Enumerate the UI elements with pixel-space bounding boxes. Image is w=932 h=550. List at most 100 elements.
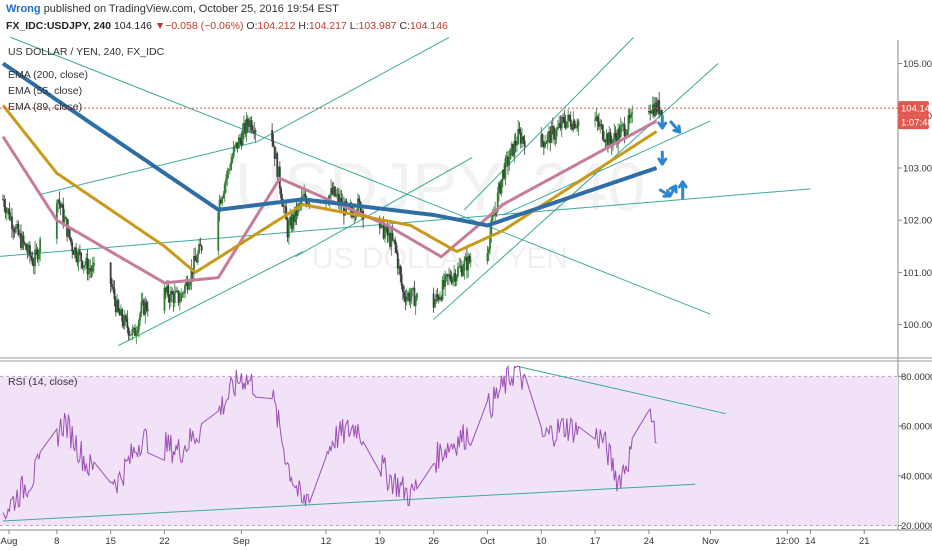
candle-body — [16, 223, 18, 227]
price-axis[interactable]: 105.000104.000103.000102.000101.000100.0… — [898, 59, 932, 532]
candle-body — [603, 139, 605, 142]
candle-body — [513, 140, 516, 157]
candle-body — [17, 223, 20, 236]
rsi-trendline-resistance — [518, 365, 726, 415]
candle-body — [271, 129, 274, 142]
candle-body — [396, 252, 399, 269]
trendline-inner — [502, 120, 711, 216]
candle-body — [90, 269, 93, 272]
legend-title[interactable]: US DOLLAR / YEN, 240, FX_IDC — [8, 46, 165, 58]
legend-ema-200[interactable]: EMA (200, close) — [8, 69, 88, 81]
close-label: C: — [399, 20, 410, 32]
candle-body — [30, 255, 33, 259]
candle-body — [187, 286, 190, 290]
candle-body — [182, 292, 185, 294]
candle-body — [416, 293, 418, 299]
rsi-tick-label-1: 60.0000 — [901, 422, 932, 433]
candle-body — [167, 285, 170, 298]
candle-body — [228, 169, 231, 171]
author-link[interactable]: Wrong — [6, 3, 41, 15]
candle-body — [166, 285, 168, 293]
candle-body — [466, 257, 468, 271]
candle-body — [545, 142, 548, 144]
candle-body — [630, 113, 632, 119]
annotation-arrows[interactable] — [657, 114, 688, 200]
candle-body — [410, 288, 413, 297]
candle-body — [287, 223, 290, 238]
last-price-tag-bg — [898, 101, 929, 116]
candle-body — [184, 285, 186, 293]
candle-body — [405, 296, 408, 302]
symbol-label[interactable]: FX_IDC:USDJPY, 240 — [6, 20, 112, 32]
legend-ema-89[interactable]: EMA (89, close) — [8, 101, 83, 113]
high-label: H: — [298, 20, 309, 32]
candle-body — [236, 142, 239, 149]
candle-body — [558, 122, 561, 127]
candle-body — [654, 102, 657, 116]
candle-body — [614, 132, 617, 137]
candle-body — [549, 130, 552, 143]
candle-body — [337, 194, 340, 204]
candle-body — [141, 299, 144, 302]
time-axis[interactable]: Aug 8 15 22 Sep 12 19 26 Oct 10 17 24 Nov 12:00 14 21 — [1, 530, 870, 547]
candle-body — [223, 184, 226, 195]
candle-body — [5, 210, 8, 214]
candle-body — [560, 116, 563, 129]
trendline-channel-high-right — [464, 37, 634, 211]
candle-body — [651, 104, 654, 114]
candle-body — [117, 300, 120, 311]
candle-body — [144, 302, 147, 315]
candle-body — [217, 212, 220, 251]
candle-body — [442, 280, 445, 287]
candle-body — [612, 139, 614, 147]
price-tick-label-0: 105.000 — [903, 59, 932, 70]
candle-body — [146, 309, 149, 311]
published-text: published on TradingView.com, October 25… — [43, 3, 339, 15]
candle-body — [521, 136, 523, 144]
candle-body — [131, 328, 134, 335]
candle-body — [600, 124, 603, 126]
candle-body — [398, 266, 400, 269]
watermark: USDJPY, 240 US DOLLAR / YEN — [235, 149, 646, 275]
candle-body — [23, 242, 26, 244]
candle-body — [541, 134, 544, 142]
candle-body — [500, 179, 503, 194]
candle-body — [120, 309, 122, 316]
legend-ema-55[interactable]: EMA (55, close) — [8, 85, 83, 97]
candle-body — [599, 124, 602, 127]
time-tick-label-10: 17 — [590, 536, 601, 547]
candle-body — [407, 292, 409, 297]
rsi-tick-label-3: 20.0000 — [901, 521, 932, 532]
candle-body — [330, 188, 332, 195]
candle-body — [125, 315, 127, 319]
time-tick-label-6: 19 — [375, 536, 386, 547]
candle-body — [63, 217, 66, 223]
candle-body — [389, 232, 391, 247]
candle-body — [132, 327, 135, 329]
ema-55-line — [1, 104, 658, 274]
candle-body — [395, 244, 398, 253]
candle-body — [649, 110, 652, 113]
candle-body — [385, 226, 388, 231]
candle-body — [112, 287, 115, 289]
candle-body — [435, 294, 438, 302]
candle-body — [235, 142, 238, 146]
candle-body — [460, 265, 463, 276]
candle-body — [109, 262, 112, 284]
candle-body — [32, 264, 35, 267]
candle-body — [459, 265, 462, 267]
time-tick-label-11: 24 — [644, 536, 655, 547]
candle-body — [567, 114, 570, 122]
candle-body — [399, 266, 402, 275]
candle-body — [559, 122, 562, 129]
candle-body — [3, 199, 6, 208]
candle-body — [200, 245, 203, 251]
candle-body — [577, 120, 580, 127]
candle-body — [82, 265, 85, 268]
candle-body — [335, 195, 338, 197]
candle-body — [78, 250, 81, 253]
candle-body — [434, 301, 436, 308]
legend-rsi[interactable]: RSI (14, close) — [8, 376, 78, 388]
candle-body — [239, 137, 241, 140]
